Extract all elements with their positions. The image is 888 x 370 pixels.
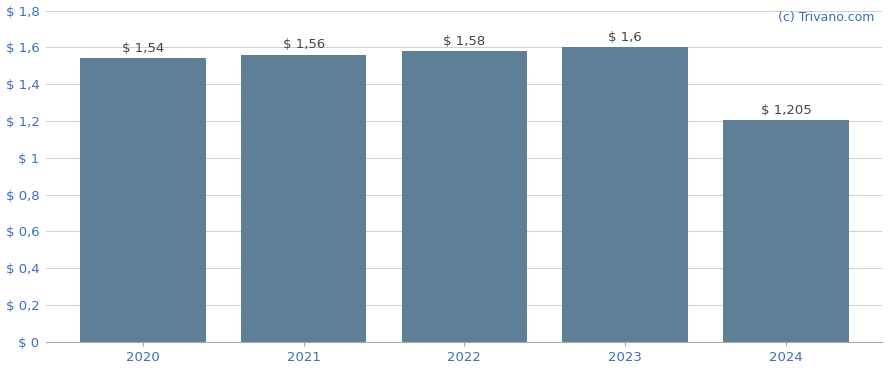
Text: $ 1,56: $ 1,56 (282, 38, 325, 51)
Text: $ 1,58: $ 1,58 (443, 35, 486, 48)
Bar (241, 55, 367, 342)
Text: (c) Trivano.com: (c) Trivano.com (778, 11, 875, 24)
Text: $ 1,6: $ 1,6 (608, 31, 642, 44)
Text: $ 1,205: $ 1,205 (761, 104, 812, 117)
Bar (562, 47, 688, 342)
Bar (401, 51, 527, 342)
Text: $ 1,54: $ 1,54 (122, 42, 164, 55)
Bar (80, 58, 205, 342)
Bar (723, 120, 849, 342)
